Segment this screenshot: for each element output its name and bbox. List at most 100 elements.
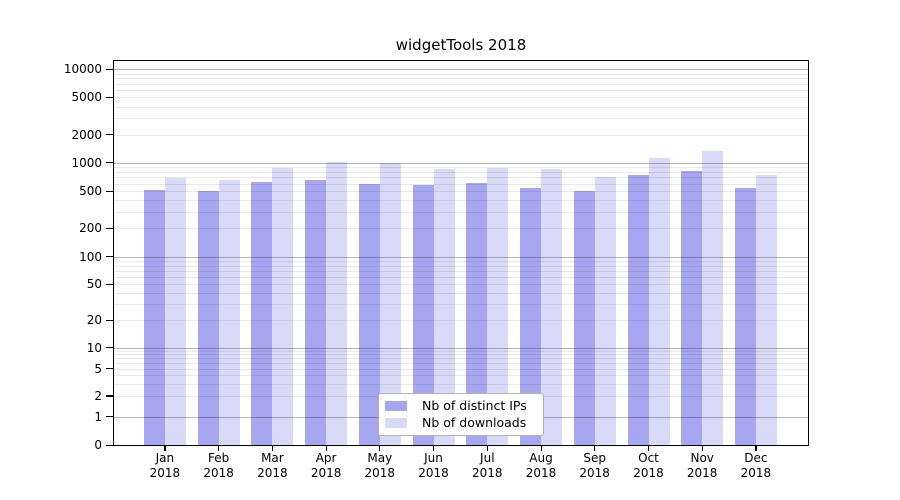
y-tick-label: 1000 [71, 155, 102, 170]
minor-gridline [114, 211, 808, 213]
y-tick-mark [106, 134, 113, 136]
minor-gridline [114, 83, 808, 85]
bar-downloads-oct [648, 158, 670, 445]
y-tick-label: 20 [86, 313, 102, 328]
x-tick-mark [701, 446, 703, 451]
bar-distinct-ips-feb [197, 191, 219, 445]
y-tick-mark [106, 96, 113, 99]
x-tick-label: Nov 2018 [686, 451, 718, 480]
minor-gridline [114, 167, 808, 168]
major-gridline [114, 347, 808, 349]
bar-downloads-nov [702, 150, 724, 445]
x-tick-label: Oct 2018 [633, 451, 664, 480]
bar-downloads-sep [594, 177, 616, 445]
bar-distinct-ips-nov [681, 171, 703, 445]
bar-distinct-ips-jul [466, 182, 488, 445]
y-tick-mark [106, 68, 113, 70]
y-tick-mark [106, 227, 113, 230]
minor-gridline [114, 106, 808, 108]
y-tick-label: 100 [79, 249, 102, 264]
y-tick-mark [106, 256, 113, 258]
y-tick-mark [106, 347, 113, 349]
x-tick-label: Jun 2018 [418, 451, 449, 480]
bar-distinct-ips-apr [305, 179, 327, 445]
minor-gridline [114, 228, 808, 230]
distinct-ips-swatch [385, 400, 407, 411]
minor-gridline [114, 350, 808, 352]
bar-downloads-apr [326, 161, 348, 445]
x-tick-label: Dec 2018 [740, 451, 772, 480]
x-tick-label: Jul 2018 [472, 451, 503, 480]
y-tick-label: 10000 [63, 62, 102, 77]
y-tick-mark [106, 283, 113, 285]
x-tick-mark [218, 446, 220, 451]
x-tick-mark [594, 446, 596, 451]
bar-downloads-feb [218, 179, 240, 445]
y-tick-label: 10 [86, 340, 102, 355]
bar-downloads-mar [272, 167, 294, 445]
x-tick-mark [325, 446, 327, 451]
bar-distinct-ips-oct [627, 174, 649, 445]
minor-gridline [114, 90, 808, 91]
y-tick-label: 5000 [71, 90, 102, 105]
y-tick-mark [106, 319, 113, 321]
y-tick-mark [106, 190, 113, 192]
x-tick-label: Aug 2018 [525, 451, 557, 480]
y-tick-mark [106, 416, 113, 418]
downloads-swatch [385, 417, 407, 428]
major-gridline [114, 162, 808, 164]
major-gridline [114, 256, 808, 258]
legend-entry-distinct-ips: Nb of distinct IPs [385, 397, 537, 414]
x-tick-mark [486, 446, 488, 451]
y-tick-label: 50 [86, 277, 102, 292]
bar-distinct-ips-jun [412, 184, 434, 445]
bar-downloads-jan [164, 178, 186, 445]
y-tick-label: 200 [79, 221, 102, 236]
x-tick-label: Mar 2018 [257, 451, 288, 480]
minor-gridline [114, 320, 808, 322]
minor-gridline [114, 191, 808, 192]
x-tick-label: Apr 2018 [310, 451, 342, 480]
bar-distinct-ips-sep [573, 191, 595, 445]
x-tick-label: Jan 2018 [149, 451, 181, 480]
x-tick-mark [379, 446, 381, 451]
y-tick-label: 2000 [71, 127, 102, 142]
minor-gridline [114, 284, 808, 286]
bar-distinct-ips-jan [143, 189, 165, 445]
chart-title: widgetTools 2018 [395, 36, 527, 54]
minor-gridline [114, 265, 808, 267]
x-tick-mark [648, 446, 650, 451]
bar-downloads-jun [433, 169, 455, 445]
x-tick-mark [755, 446, 757, 451]
minor-gridline [114, 270, 808, 272]
bar-downloads-may [379, 163, 401, 445]
y-tick-mark [106, 368, 113, 370]
minor-gridline [114, 363, 808, 364]
bar-downloads-dec [755, 174, 777, 445]
y-tick-label: 2 [94, 388, 102, 403]
minor-gridline [114, 78, 808, 80]
x-tick-mark [164, 446, 166, 451]
minor-gridline [114, 383, 808, 385]
legend-entry-downloads: Nb of downloads [385, 414, 537, 431]
x-tick-mark [540, 446, 542, 451]
x-tick-label: Feb 2018 [203, 451, 234, 480]
minor-gridline [114, 276, 808, 278]
legend-label: Nb of downloads [422, 415, 527, 430]
legend-label: Nb of distinct IPs [422, 398, 527, 413]
y-tick-label: 1 [94, 409, 102, 424]
x-tick-mark [271, 446, 274, 451]
y-tick-label: 0 [94, 438, 102, 452]
minor-gridline [114, 73, 808, 75]
bar-distinct-ips-may [358, 184, 380, 445]
x-tick-mark [433, 446, 435, 451]
minor-gridline [114, 118, 808, 120]
y-tick-label: 500 [79, 184, 102, 198]
minor-gridline [114, 177, 808, 179]
minor-gridline [114, 368, 808, 370]
minor-gridline [114, 260, 808, 262]
x-tick-label: Sep 2018 [579, 451, 610, 480]
y-tick-mark [106, 162, 113, 164]
bar-distinct-ips-mar [251, 181, 273, 445]
